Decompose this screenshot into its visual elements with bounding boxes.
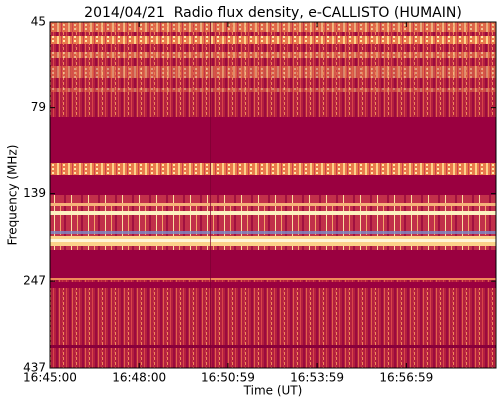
x-tick-label: 16:56:59 [379, 371, 433, 385]
y-tick-label: 139 [23, 186, 46, 200]
chart-title: 2014/04/21 Radio flux density, e-CALLIST… [84, 5, 462, 21]
x-axis-label: Time (UT) [243, 384, 303, 398]
y-tick-label: 45 [31, 15, 46, 29]
x-tick-label: 16:50:59 [201, 371, 255, 385]
y-tick-label: 247 [23, 274, 46, 288]
y-axis-label: Frequency (MHz) [6, 145, 20, 246]
x-tick-label: 16:45:00 [23, 371, 77, 385]
plot-frame [49, 21, 497, 369]
y-tick-label: 437 [23, 361, 46, 375]
x-tick-label: 16:48:00 [112, 371, 166, 385]
y-tick-label: 79 [31, 100, 46, 114]
x-tick-label: 16:53:59 [290, 371, 344, 385]
spectrogram-image [50, 22, 496, 368]
